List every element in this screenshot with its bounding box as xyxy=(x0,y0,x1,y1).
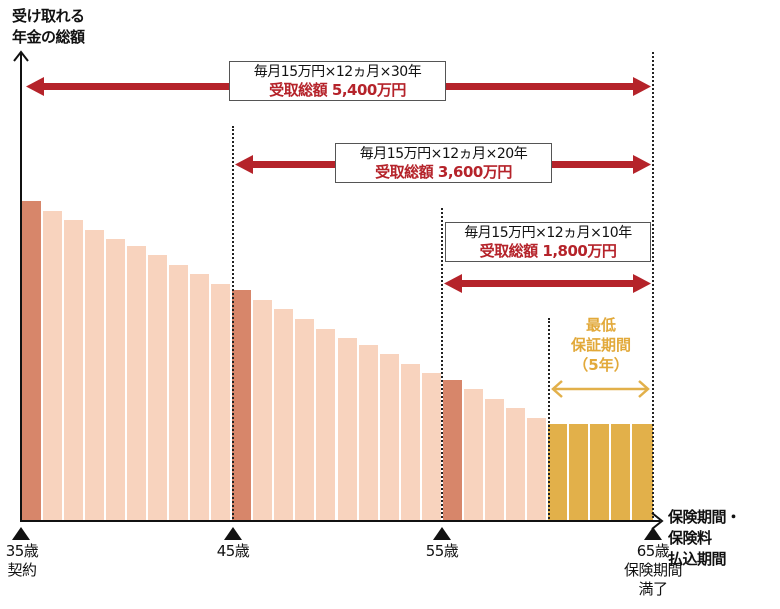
bar xyxy=(106,239,128,520)
guide-line-60 xyxy=(548,318,550,522)
tick-label-65-sub1: 保険期間 xyxy=(623,561,683,579)
tick-label-35: 35歳 契約 xyxy=(0,542,44,580)
bar xyxy=(295,319,317,520)
guide-line-45 xyxy=(232,126,234,522)
annotation-10-years: 毎月15万円×12ヵ月×10年 受取総額 1,800万円 xyxy=(445,222,651,262)
bar xyxy=(442,379,464,520)
annotation-20-total: 受取総額 3,600万円 xyxy=(375,163,512,181)
annotation-30-total: 受取総額 5,400万円 xyxy=(269,81,406,99)
bar xyxy=(400,363,422,520)
bar xyxy=(22,201,44,520)
x-axis-label: 保険期間・ 保険料 払込期間 xyxy=(668,507,741,570)
x-axis-label-line3: 払込期間 xyxy=(668,550,727,568)
tick-label-35-age: 35歳 xyxy=(5,542,39,560)
guarantee-period-label: 最低 保証期間 （5年） xyxy=(552,315,650,375)
bar xyxy=(379,354,401,520)
x-axis-arrow-icon xyxy=(651,512,664,530)
tick-label-65: 65歳 保険期間 満了 xyxy=(610,542,696,599)
bar xyxy=(610,424,632,520)
tick-marker-65 xyxy=(644,527,662,540)
tick-label-45: 45歳 xyxy=(210,542,256,561)
bar xyxy=(169,264,191,520)
annotation-20-formula: 毎月15万円×12ヵ月×20年 xyxy=(359,146,528,162)
bar xyxy=(190,274,212,520)
guarantee-line1: 最低 xyxy=(585,316,616,334)
x-axis-label-line2: 保険料 xyxy=(668,529,712,547)
tick-label-55: 55歳 xyxy=(419,542,465,561)
tick-label-45-age: 45歳 xyxy=(216,542,250,560)
annotation-10-total: 受取総額 1,800万円 xyxy=(479,242,617,260)
tick-marker-55 xyxy=(433,527,451,540)
guide-line-65 xyxy=(652,52,654,522)
y-axis xyxy=(20,52,22,522)
bar xyxy=(253,299,275,520)
bar xyxy=(148,255,170,520)
bar xyxy=(85,229,107,520)
bar xyxy=(64,220,86,520)
tick-marker-35 xyxy=(12,527,30,540)
y-axis-label-line1: 受け取れる xyxy=(12,7,85,25)
y-axis-label-line2: 年金の総額 xyxy=(12,28,85,46)
tick-label-55-age: 55歳 xyxy=(425,542,459,560)
annotation-20-years: 毎月15万円×12ヵ月×20年 受取総額 3,600万円 xyxy=(335,143,552,183)
guarantee-line3: （5年） xyxy=(573,356,629,374)
bar xyxy=(274,309,296,520)
guide-line-55 xyxy=(441,208,443,522)
bar xyxy=(316,328,338,520)
bar xyxy=(484,398,506,520)
tick-label-35-sub: 契約 xyxy=(7,561,37,579)
bar xyxy=(43,210,65,520)
annotation-10-formula: 毎月15万円×12ヵ月×10年 xyxy=(464,225,632,241)
bar xyxy=(358,344,380,520)
tick-label-65-sub2: 満了 xyxy=(638,580,668,598)
bar xyxy=(463,389,485,520)
bar xyxy=(127,245,149,520)
bar xyxy=(505,408,527,520)
annotation-30-years: 毎月15万円×12ヵ月×30年 受取総額 5,400万円 xyxy=(229,61,446,101)
bar xyxy=(568,424,590,520)
annotation-30-formula: 毎月15万円×12ヵ月×30年 xyxy=(253,64,422,80)
bar xyxy=(526,417,548,520)
x-axis xyxy=(20,520,660,522)
y-axis-label: 受け取れる 年金の総額 xyxy=(12,6,85,48)
tick-marker-45 xyxy=(224,527,242,540)
bar xyxy=(232,290,254,520)
bar xyxy=(211,283,233,520)
bar xyxy=(631,424,653,520)
x-axis-label-line1: 保険期間・ xyxy=(668,508,741,526)
tick-label-65-age: 65歳 xyxy=(636,542,670,560)
bar xyxy=(547,424,569,520)
bar xyxy=(337,338,359,520)
bar xyxy=(589,424,611,520)
y-axis-arrow-icon xyxy=(13,50,29,62)
guarantee-line2: 保証期間 xyxy=(570,336,631,354)
